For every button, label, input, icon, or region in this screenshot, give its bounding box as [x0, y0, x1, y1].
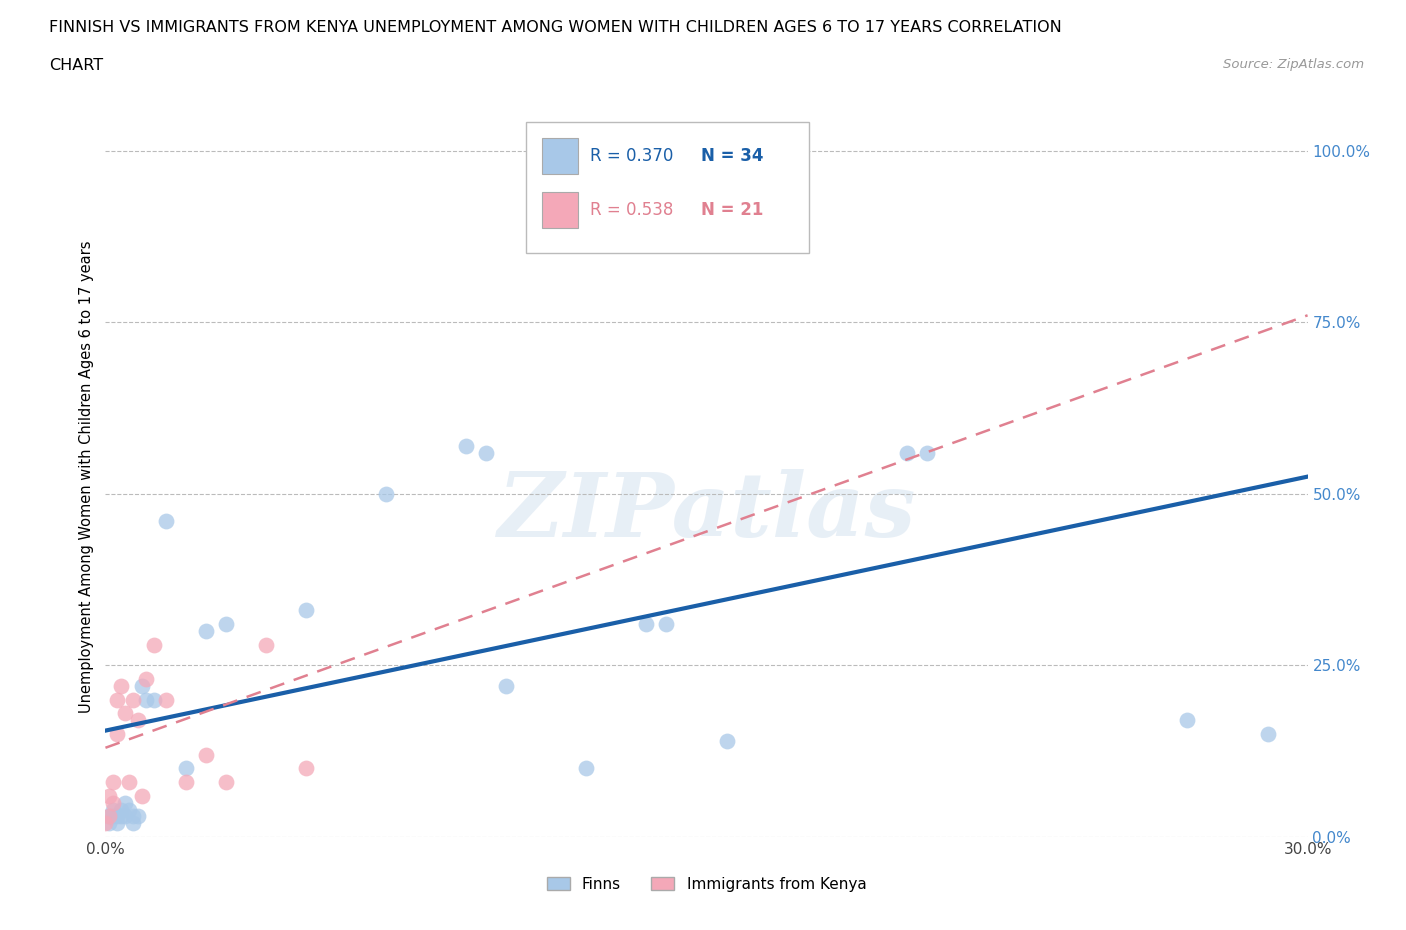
Point — [103, 775, 125, 790]
Point — [155, 513, 177, 528]
Point — [716, 734, 738, 749]
Point — [1257, 726, 1279, 741]
Point — [107, 692, 129, 707]
Text: Source: ZipAtlas.com: Source: ZipAtlas.com — [1223, 58, 1364, 71]
Point — [94, 816, 117, 830]
Point — [1177, 713, 1199, 728]
Point — [110, 802, 132, 817]
Point — [98, 789, 121, 804]
Y-axis label: Unemployment Among Women with Children Ages 6 to 17 years: Unemployment Among Women with Children A… — [79, 240, 94, 713]
Point — [135, 692, 157, 707]
Text: FINNISH VS IMMIGRANTS FROM KENYA UNEMPLOYMENT AMONG WOMEN WITH CHILDREN AGES 6 T: FINNISH VS IMMIGRANTS FROM KENYA UNEMPLO… — [49, 20, 1062, 35]
Point — [107, 726, 129, 741]
Point — [495, 679, 517, 694]
Point — [214, 775, 236, 790]
Point — [295, 761, 318, 776]
Bar — [541, 138, 578, 174]
Point — [127, 809, 149, 824]
FancyBboxPatch shape — [526, 122, 808, 253]
Text: ZIPatlas: ZIPatlas — [498, 470, 915, 556]
Point — [110, 679, 132, 694]
Point — [98, 809, 121, 824]
Bar — [541, 192, 578, 228]
Text: R = 0.370: R = 0.370 — [591, 147, 673, 165]
Point — [114, 795, 136, 810]
Point — [575, 761, 598, 776]
Point — [122, 692, 145, 707]
Point — [295, 603, 318, 618]
Point — [214, 617, 236, 631]
Point — [107, 809, 129, 824]
Point — [114, 706, 136, 721]
Point — [103, 802, 125, 817]
Point — [118, 802, 141, 817]
Point — [174, 761, 197, 776]
Point — [636, 617, 658, 631]
Point — [194, 747, 217, 762]
Point — [174, 775, 197, 790]
Point — [127, 713, 149, 728]
Point — [454, 438, 477, 453]
Point — [131, 679, 153, 694]
Point — [107, 816, 129, 830]
Legend: Finns, Immigrants from Kenya: Finns, Immigrants from Kenya — [540, 870, 873, 897]
Point — [122, 809, 145, 824]
Point — [103, 809, 125, 824]
Point — [655, 617, 678, 631]
Point — [110, 809, 132, 824]
Point — [194, 624, 217, 639]
Text: R = 0.538: R = 0.538 — [591, 201, 673, 219]
Point — [475, 445, 498, 460]
Text: N = 34: N = 34 — [700, 147, 763, 165]
Point — [98, 816, 121, 830]
Point — [254, 637, 277, 652]
Point — [374, 486, 398, 501]
Point — [135, 671, 157, 686]
Point — [131, 789, 153, 804]
Point — [896, 445, 918, 460]
Point — [915, 445, 938, 460]
Text: N = 21: N = 21 — [700, 201, 763, 219]
Text: CHART: CHART — [49, 58, 103, 73]
Point — [142, 692, 165, 707]
Point — [114, 809, 136, 824]
Point — [142, 637, 165, 652]
Point — [122, 816, 145, 830]
Point — [103, 795, 125, 810]
Point — [118, 775, 141, 790]
Point — [98, 809, 121, 824]
Point — [155, 692, 177, 707]
